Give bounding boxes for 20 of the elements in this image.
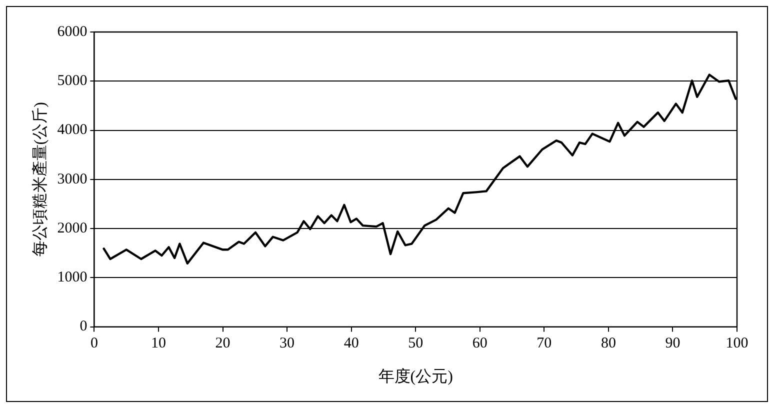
x-tick-label: 70 bbox=[536, 336, 552, 352]
y-tick-label: 0 bbox=[80, 318, 88, 335]
y-tick-label: 3000 bbox=[57, 171, 88, 188]
y-tick-label: 6000 bbox=[57, 24, 88, 40]
x-tick-label: 90 bbox=[665, 336, 680, 352]
y-tick-label: 2000 bbox=[57, 220, 88, 236]
x-tick-label: 0 bbox=[90, 336, 98, 352]
x-tick-label: 60 bbox=[472, 336, 488, 352]
y-tick-label: 5000 bbox=[57, 73, 88, 90]
x-tick-label: 20 bbox=[215, 336, 230, 352]
x-tick-label: 80 bbox=[600, 336, 616, 352]
x-tick-label: 40 bbox=[344, 336, 359, 352]
y-tick-label: 1000 bbox=[57, 270, 88, 286]
y-axis-title: 每公頃糙米產量(公斤) bbox=[30, 102, 49, 257]
x-tick-label: 100 bbox=[726, 336, 748, 352]
y-tick-label: 4000 bbox=[57, 122, 88, 138]
x-tick-label: 30 bbox=[280, 336, 295, 352]
x-tick-label: 10 bbox=[150, 336, 166, 352]
x-tick-label: 50 bbox=[408, 336, 424, 352]
x-axis-title: 年度(公元) bbox=[378, 368, 453, 386]
